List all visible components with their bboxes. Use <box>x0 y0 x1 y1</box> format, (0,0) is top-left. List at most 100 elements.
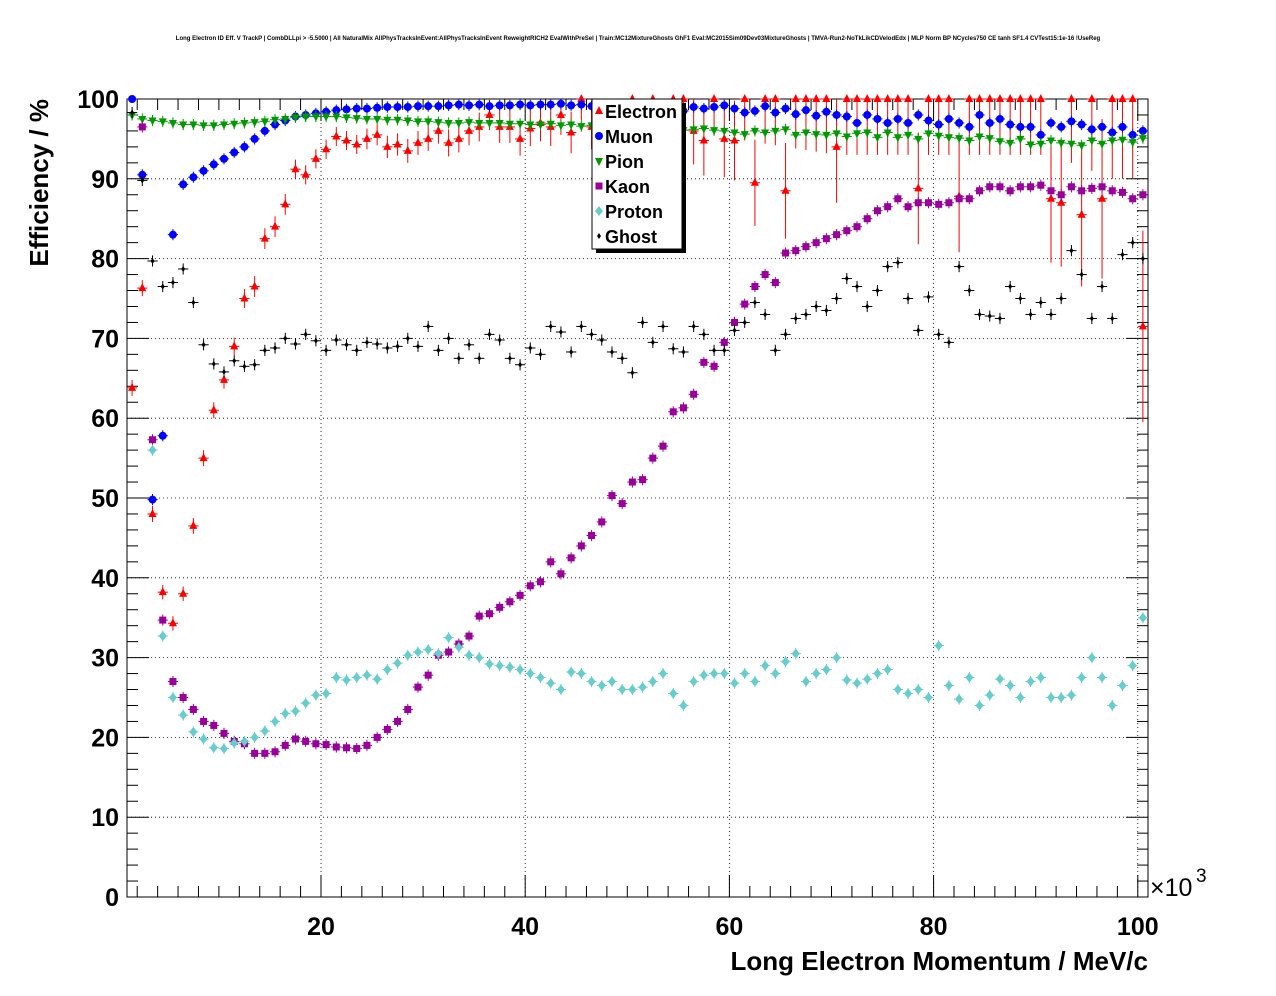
data-point <box>771 279 779 287</box>
data-point <box>873 94 882 102</box>
data-point <box>1036 130 1045 139</box>
data-point <box>1098 193 1107 202</box>
data-point <box>710 668 719 679</box>
data-point <box>710 127 719 136</box>
data-point <box>334 336 339 343</box>
data-point <box>844 275 849 282</box>
data-point <box>883 118 892 127</box>
data-point <box>699 670 708 681</box>
data-point <box>720 101 729 110</box>
data-point <box>730 678 739 689</box>
data-point <box>812 131 821 140</box>
data-point <box>781 126 790 135</box>
data-point <box>916 327 921 334</box>
data-point <box>201 341 206 348</box>
data-point <box>1130 239 1135 246</box>
data-point <box>322 113 331 122</box>
data-point <box>1077 209 1086 218</box>
data-point <box>945 199 953 207</box>
data-point <box>681 348 686 355</box>
data-point <box>189 173 198 182</box>
data-point <box>740 94 749 102</box>
data-point <box>822 131 831 140</box>
data-point <box>342 674 351 685</box>
data-point <box>383 116 392 125</box>
data-point <box>855 283 860 290</box>
data-point <box>362 670 371 681</box>
data-point <box>781 185 790 194</box>
data-point <box>477 355 482 362</box>
data-point <box>159 616 167 624</box>
data-point <box>740 108 749 117</box>
data-point <box>679 404 687 412</box>
data-point <box>1087 94 1096 102</box>
legend-label-muon: Muon <box>605 127 653 147</box>
data-point <box>741 300 749 308</box>
data-point <box>650 339 655 346</box>
data-point <box>506 598 514 606</box>
data-point <box>446 335 451 342</box>
data-point <box>158 631 167 642</box>
data-point <box>301 169 310 178</box>
data-point <box>914 183 923 192</box>
data-point <box>893 684 902 695</box>
data-point <box>179 694 187 701</box>
data-point <box>832 652 841 663</box>
data-point <box>271 116 280 125</box>
data-point <box>924 94 933 102</box>
data-point <box>1026 122 1035 131</box>
data-point <box>661 323 666 330</box>
data-point <box>924 116 933 125</box>
data-point <box>955 118 964 127</box>
data-point <box>353 745 361 753</box>
data-point <box>792 247 800 255</box>
data-point <box>199 733 208 744</box>
data-point <box>343 744 351 752</box>
data-point <box>750 676 759 687</box>
data-point <box>824 307 829 314</box>
data-point <box>465 650 474 661</box>
data-point <box>607 676 616 687</box>
data-point <box>975 110 984 119</box>
data-point <box>342 105 351 114</box>
data-point <box>1057 692 1066 703</box>
data-point <box>842 94 851 102</box>
data-point <box>415 343 420 350</box>
x-tick-label: 100 <box>1117 913 1159 941</box>
data-point <box>579 323 584 330</box>
data-point <box>281 199 290 208</box>
data-point <box>342 135 351 144</box>
data-point <box>181 265 186 272</box>
data-point <box>842 674 851 685</box>
data-point <box>863 215 871 223</box>
data-point <box>730 318 738 326</box>
data-point <box>771 108 780 117</box>
data-point <box>977 311 982 318</box>
y-tick-label: 60 <box>91 405 119 433</box>
data-point <box>281 741 289 749</box>
data-point <box>291 706 300 717</box>
data-point <box>434 119 443 128</box>
data-point <box>250 281 259 290</box>
data-point <box>1047 193 1056 202</box>
data-point <box>260 118 269 127</box>
data-point <box>403 102 412 111</box>
data-point <box>209 405 218 414</box>
data-point <box>516 120 525 129</box>
data-point <box>975 700 984 711</box>
data-point <box>587 676 596 687</box>
data-point <box>1118 188 1126 196</box>
data-point <box>965 195 973 203</box>
data-point <box>518 361 523 368</box>
data-point <box>281 708 290 719</box>
data-point <box>742 319 747 326</box>
data-point <box>1036 94 1045 102</box>
data-point <box>1108 94 1117 102</box>
data-point <box>1036 672 1045 683</box>
data-point <box>283 335 288 342</box>
data-point <box>701 331 706 338</box>
data-point <box>853 94 862 102</box>
data-point <box>232 357 237 364</box>
data-point <box>1057 191 1065 199</box>
data-point <box>362 104 371 113</box>
